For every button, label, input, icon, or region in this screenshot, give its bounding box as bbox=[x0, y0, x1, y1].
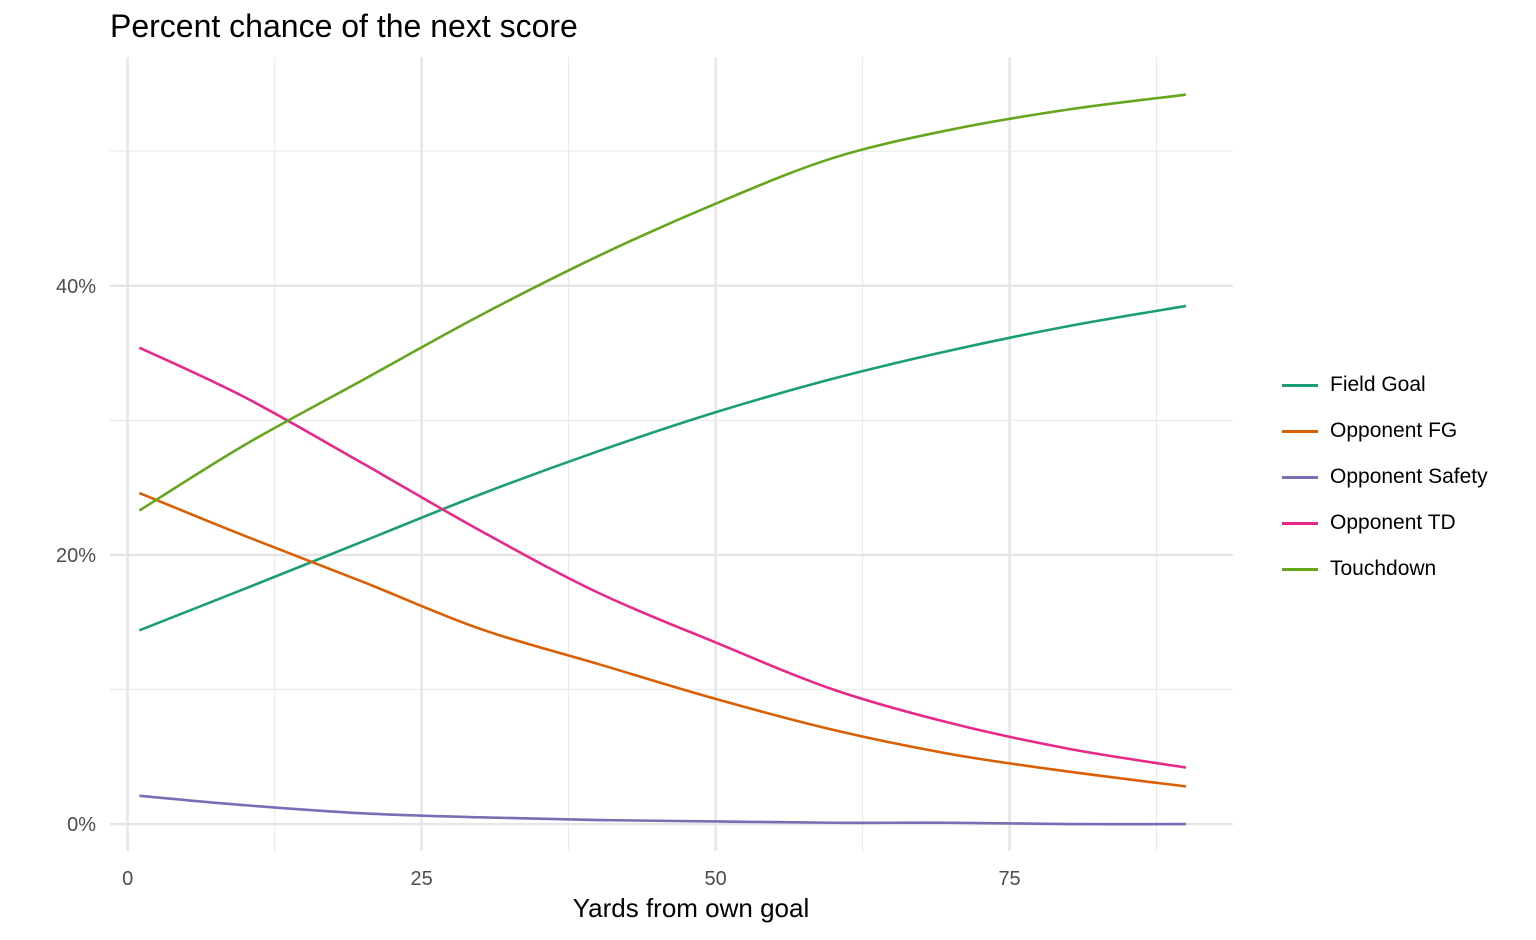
series-line-opponent-safety bbox=[139, 794, 1186, 826]
x-tick-label: 75 bbox=[998, 868, 1020, 890]
legend-item-opponent-fg: Opponent FG bbox=[1282, 408, 1488, 454]
chart-title: Percent chance of the next score bbox=[110, 8, 578, 44]
x-tick-label: 50 bbox=[704, 868, 726, 890]
legend-item-opponent-safety: Opponent Safety bbox=[1282, 454, 1488, 500]
series-line-opponent-fg bbox=[138, 491, 1187, 788]
legend-label: Opponent FG bbox=[1330, 419, 1458, 442]
y-tick-label: 0% bbox=[67, 814, 96, 836]
legend-item-field-goal: Field Goal bbox=[1282, 362, 1488, 408]
legend-swatch bbox=[1282, 383, 1318, 387]
x-tick-label: 0 bbox=[122, 868, 133, 890]
legend-label: Field Goal bbox=[1330, 373, 1426, 396]
series-line-field-goal bbox=[138, 304, 1187, 632]
legend-item-touchdown: Touchdown bbox=[1282, 546, 1488, 592]
legend-swatch bbox=[1282, 521, 1318, 525]
legend-swatch bbox=[1282, 475, 1318, 479]
x-axis-label: Yards from own goal bbox=[572, 893, 810, 923]
series-line-opponent-td bbox=[138, 346, 1187, 769]
legend: Field Goal Opponent FG Opponent Safety Oppo… bbox=[1282, 362, 1488, 592]
tick-labels: 0 25 50 75 0% 20% 40% bbox=[56, 276, 1021, 890]
grid-lines bbox=[110, 57, 1233, 851]
y-tick-label: 20% bbox=[56, 545, 96, 567]
legend-swatch bbox=[1282, 567, 1318, 571]
legend-label: Touchdown bbox=[1330, 557, 1437, 580]
series-line-touchdown bbox=[138, 93, 1187, 512]
x-tick-label: 25 bbox=[410, 868, 432, 890]
legend-item-opponent-td: Opponent TD bbox=[1282, 500, 1488, 546]
series-lines bbox=[138, 93, 1187, 826]
legend-label: Opponent Safety bbox=[1330, 465, 1488, 488]
y-tick-label: 40% bbox=[56, 276, 96, 298]
legend-label: Opponent TD bbox=[1330, 511, 1456, 534]
legend-swatch bbox=[1282, 429, 1318, 433]
